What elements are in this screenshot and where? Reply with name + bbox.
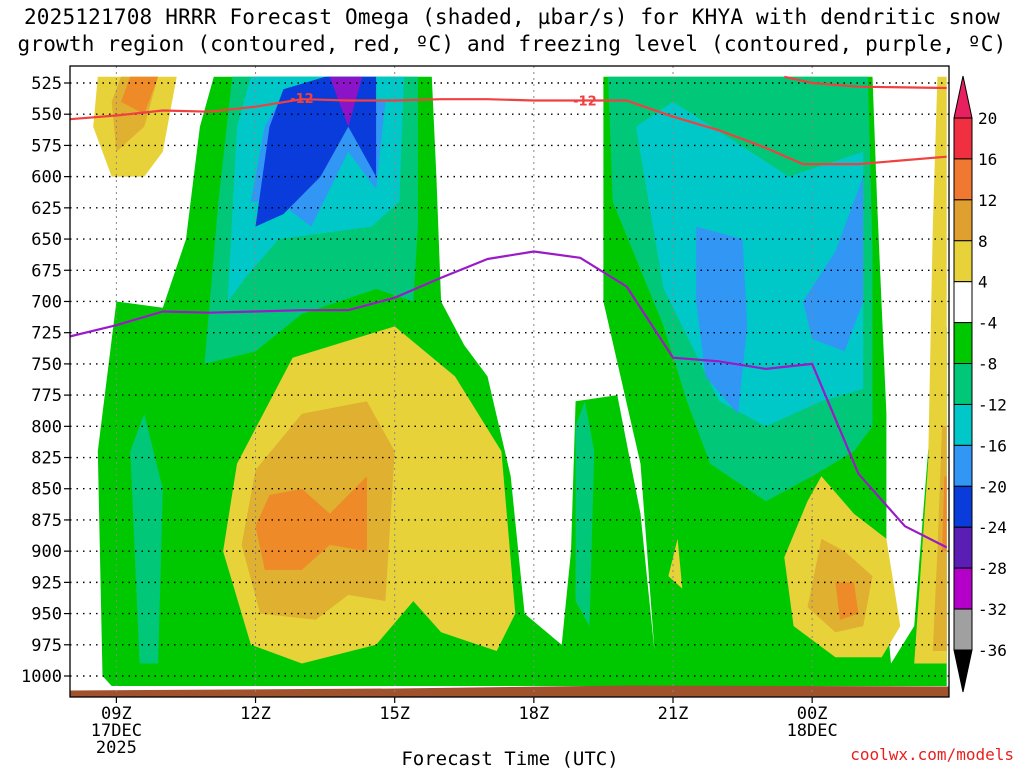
colorbar-label-neg12: -12 xyxy=(978,395,1007,414)
colorbar-label-8: 8 xyxy=(978,232,988,251)
omega-region-4-14 xyxy=(668,538,683,589)
colorbar-top-triangle xyxy=(953,75,973,119)
y-tick-label-700: 700 xyxy=(31,292,62,312)
y-tick-label-1000: 1000 xyxy=(21,667,62,687)
chart-title-line2: growth region (contoured, red, ºC) and f… xyxy=(17,32,1007,56)
colorbar-label-4: 4 xyxy=(978,273,988,292)
colorbar-cell-11 xyxy=(953,526,973,569)
omega-region-12-22 xyxy=(255,476,367,570)
colorbar-label-neg16: -16 xyxy=(978,436,1007,455)
x-axis-label: Forecast Time (UTC) xyxy=(401,748,618,768)
colorbar-cell-13 xyxy=(953,608,973,651)
y-tick-label-550: 550 xyxy=(31,105,62,125)
x-tick-label-00Z: 00Z xyxy=(797,704,828,724)
y-tick-label-750: 750 xyxy=(31,355,62,375)
credit-text[interactable]: coolwx.com/models xyxy=(850,745,1014,764)
omega-region-neg8-4 xyxy=(575,401,595,627)
x-tick-label-12Z: 12Z xyxy=(240,704,271,724)
colorbar-label-neg36: -36 xyxy=(978,641,1007,660)
y-tick-label-925: 925 xyxy=(31,573,62,593)
y-tick-label-975: 975 xyxy=(31,636,62,656)
x-tick-label-15Z: 15Z xyxy=(379,704,410,724)
y-tick-label-800: 800 xyxy=(31,417,62,437)
chart-title: 2025121708 HRRR Forecast Omega (shaded, … xyxy=(0,4,1024,58)
y-tick-label-575: 575 xyxy=(31,136,62,156)
x-tick-label-21Z: 21Z xyxy=(658,704,689,724)
y-tick-label-600: 600 xyxy=(31,168,62,188)
colorbar-cell-7 xyxy=(953,363,973,405)
y-tick-label-825: 825 xyxy=(31,449,62,469)
colorbar-label-neg24: -24 xyxy=(978,518,1007,537)
colorbar-label-12: 12 xyxy=(978,191,997,210)
colorbar-cell-2 xyxy=(953,158,973,201)
y-tick-label-875: 875 xyxy=(31,511,62,531)
colorbar-cell-1 xyxy=(953,117,973,160)
colorbar: 20 16 12 8 4 -4 -8 -12 -16 -20 -24 -28 -32 -36 xyxy=(953,75,1007,693)
colorbar-label-neg4: -4 xyxy=(978,314,997,333)
y-tick-label-650: 650 xyxy=(31,230,62,250)
omega-region-12-23 xyxy=(835,582,859,620)
x-tick-label-18Z: 18Z xyxy=(518,704,549,724)
y-axis: 525 550 575 600 625 650 675 700 725 750 775 800 825 8… xyxy=(21,74,70,687)
y-tick-label-950: 950 xyxy=(31,605,62,625)
colorbar-cell-8 xyxy=(953,403,973,446)
chart-title-line1: 2025121708 HRRR Forecast Omega (shaded, … xyxy=(23,5,1001,29)
omega-region-4-16 xyxy=(914,76,947,664)
omega-region-neg12-6 xyxy=(635,101,864,427)
freezing-level-line xyxy=(70,250,948,549)
colorbar-label-20: 20 xyxy=(978,109,997,128)
y-tick-label-725: 725 xyxy=(31,324,62,344)
contour-lines: -12 -12 xyxy=(70,75,948,549)
colorbar-cell-5 xyxy=(953,281,973,324)
colorbar-cell-4 xyxy=(953,240,973,283)
terrain-fill xyxy=(70,685,949,697)
omega-region-8-20 xyxy=(932,426,947,651)
y-tick-label-675: 675 xyxy=(31,261,62,281)
x-tick-year-09Z: 2025 xyxy=(96,738,137,758)
colorbar-label-16: 16 xyxy=(978,150,997,169)
omega-region-12-24 xyxy=(942,476,947,552)
omega-shading xyxy=(93,76,947,687)
colorbar-cell-12 xyxy=(953,567,973,610)
terrain-ground xyxy=(70,685,949,697)
colorbar-cell-6 xyxy=(953,322,973,365)
omega-region-neg28-11 xyxy=(329,76,363,127)
y-tick-label-775: 775 xyxy=(31,386,62,406)
x-tick-date-00Z: 18DEC xyxy=(787,721,838,741)
x-tick-date-09Z: 17DEC xyxy=(91,721,142,741)
omega-region-neg16-9 xyxy=(802,176,864,352)
y-tick-label-850: 850 xyxy=(31,480,62,500)
dgz-contour-line xyxy=(70,98,947,166)
colorbar-label-neg28: -28 xyxy=(978,559,1007,578)
colorbar-bottom-triangle xyxy=(953,649,973,693)
omega-region-12-21 xyxy=(121,76,159,115)
colorbar-cell-3 xyxy=(953,199,973,242)
colorbar-cell-9 xyxy=(953,444,973,487)
colorbar-label-neg20: -20 xyxy=(978,477,1007,496)
dgz-label-right: -12 xyxy=(573,94,597,109)
dgz-contour-line-upper xyxy=(784,75,947,90)
y-tick-label-625: 625 xyxy=(31,199,62,219)
plot-frame xyxy=(69,65,950,698)
colorbar-label-neg8: -8 xyxy=(978,355,997,374)
dgz-label-left: -12 xyxy=(290,92,314,107)
colorbar-label-neg32: -32 xyxy=(978,600,1007,619)
colorbar-cell-10 xyxy=(953,485,973,528)
y-tick-label-525: 525 xyxy=(31,74,62,94)
omega-region-neg16-8 xyxy=(696,226,748,414)
y-tick-label-900: 900 xyxy=(31,542,62,562)
omega-region-neg8-1 xyxy=(130,413,163,664)
x-tick-label-09Z: 09Z xyxy=(101,704,132,724)
